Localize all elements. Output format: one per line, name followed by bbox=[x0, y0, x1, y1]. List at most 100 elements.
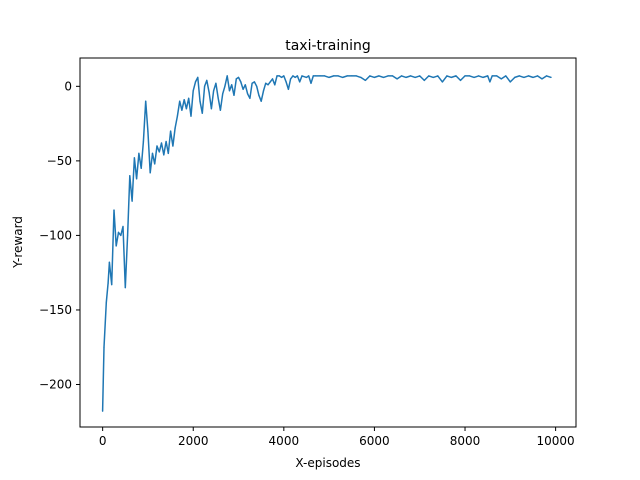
data-point bbox=[337, 75, 339, 77]
data-point bbox=[197, 76, 199, 78]
data-point bbox=[129, 175, 131, 177]
data-point bbox=[287, 88, 289, 90]
x-tick-label: 10000 bbox=[537, 434, 575, 448]
data-point bbox=[387, 75, 389, 77]
data-point bbox=[251, 82, 253, 84]
data-point bbox=[296, 75, 298, 77]
data-point bbox=[310, 82, 312, 84]
data-point bbox=[437, 75, 439, 77]
y-axis-ticks: −200 −150 −100 −50 0 bbox=[39, 79, 80, 392]
data-point bbox=[199, 100, 201, 102]
data-point bbox=[242, 88, 244, 90]
x-axis-label: X-episodes bbox=[295, 456, 360, 470]
x-tick-label: 8000 bbox=[450, 434, 481, 448]
data-point bbox=[355, 75, 357, 77]
data-point bbox=[190, 115, 192, 117]
data-point bbox=[219, 109, 221, 111]
data-point bbox=[446, 75, 448, 77]
data-point bbox=[373, 76, 375, 78]
data-point bbox=[294, 76, 296, 78]
data-point bbox=[172, 145, 174, 147]
data-point bbox=[213, 90, 215, 92]
y-tick-label: −50 bbox=[47, 154, 72, 168]
data-point bbox=[473, 76, 475, 78]
data-point bbox=[226, 75, 228, 77]
data-point bbox=[192, 90, 194, 92]
x-tick-label: 4000 bbox=[269, 434, 300, 448]
data-point bbox=[185, 108, 187, 110]
data-point bbox=[149, 172, 151, 174]
data-point bbox=[378, 75, 380, 77]
data-point bbox=[122, 225, 124, 228]
data-point bbox=[208, 91, 210, 93]
data-point bbox=[154, 163, 156, 165]
data-point bbox=[546, 75, 548, 77]
data-point bbox=[509, 81, 511, 83]
data-point bbox=[235, 78, 237, 80]
chart-title: taxi-training bbox=[285, 38, 371, 54]
data-point bbox=[115, 245, 117, 247]
data-point bbox=[324, 75, 326, 77]
data-point bbox=[165, 140, 167, 143]
data-point bbox=[151, 152, 154, 154]
data-point bbox=[107, 282, 109, 284]
data-point bbox=[174, 127, 176, 129]
data-point bbox=[428, 75, 430, 77]
plot-area bbox=[79, 57, 577, 428]
data-point bbox=[269, 81, 271, 83]
data-point bbox=[346, 75, 348, 77]
data-point bbox=[145, 100, 147, 102]
data-point bbox=[111, 284, 113, 286]
data-point bbox=[391, 75, 394, 77]
data-point bbox=[170, 130, 172, 132]
data-point bbox=[489, 81, 491, 83]
data-point bbox=[253, 81, 255, 83]
data-point bbox=[176, 115, 178, 117]
data-point bbox=[405, 76, 407, 78]
data-point bbox=[396, 78, 398, 80]
data-points bbox=[102, 75, 552, 412]
data-point bbox=[240, 81, 242, 83]
data-point bbox=[120, 234, 122, 236]
data-point bbox=[281, 76, 283, 78]
data-point bbox=[482, 76, 484, 78]
data-point bbox=[459, 79, 462, 81]
data-point bbox=[536, 75, 539, 77]
data-point bbox=[127, 234, 129, 236]
data-point bbox=[364, 79, 366, 81]
data-point bbox=[267, 84, 269, 86]
data-point bbox=[319, 75, 321, 77]
data-point bbox=[117, 231, 120, 233]
data-point bbox=[158, 151, 160, 153]
data-point bbox=[140, 167, 142, 169]
data-point bbox=[113, 209, 115, 211]
data-point bbox=[308, 75, 310, 77]
data-point bbox=[478, 75, 480, 77]
data-point bbox=[231, 84, 233, 86]
data-point bbox=[328, 76, 330, 78]
y-tick-label: −150 bbox=[39, 303, 72, 317]
data-point bbox=[228, 90, 231, 92]
data-point bbox=[160, 142, 163, 144]
data-point bbox=[299, 81, 301, 83]
y-axis-label: Y-reward bbox=[11, 216, 25, 269]
data-point bbox=[217, 97, 219, 99]
data-point bbox=[432, 76, 434, 78]
data-point bbox=[450, 76, 452, 78]
data-point bbox=[271, 78, 274, 80]
x-tick-label: 6000 bbox=[359, 434, 390, 448]
data-point bbox=[103, 346, 105, 348]
data-point bbox=[285, 81, 287, 83]
data-point bbox=[523, 76, 525, 78]
x-tick-label: 0 bbox=[99, 434, 107, 448]
data-point bbox=[382, 76, 385, 78]
data-point bbox=[276, 75, 278, 77]
data-point bbox=[167, 152, 169, 154]
data-point bbox=[131, 200, 133, 202]
data-point bbox=[541, 78, 543, 80]
data-point bbox=[469, 75, 471, 77]
data-point bbox=[222, 93, 224, 95]
data-point bbox=[194, 81, 197, 83]
data-point bbox=[136, 178, 138, 180]
